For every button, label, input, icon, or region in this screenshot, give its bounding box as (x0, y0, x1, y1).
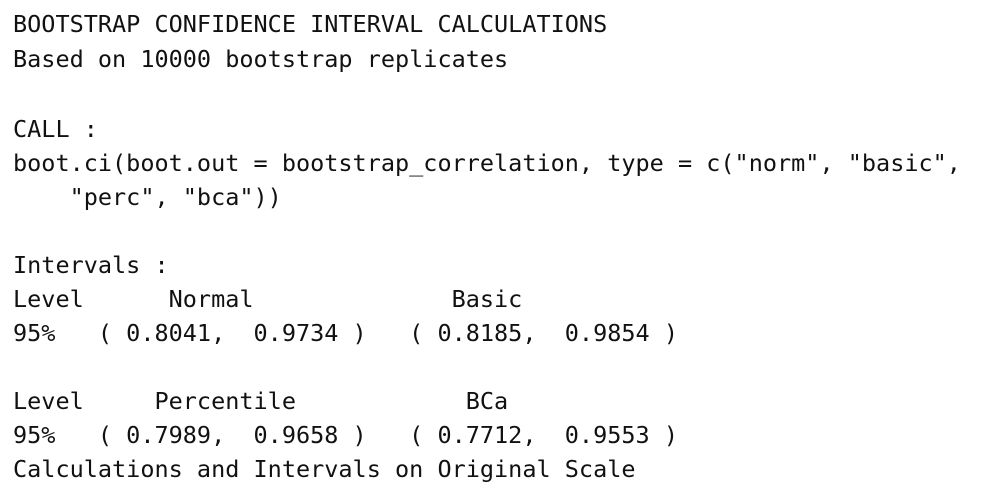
intervals-label: Intervals : (13, 251, 169, 279)
intervals-header-normal-basic: Level Normal Basic (13, 285, 523, 313)
call-code-line-2: "perc", "bca")) (13, 183, 282, 211)
call-label: CALL : (13, 115, 98, 143)
intervals-row-normal-basic: 95% ( 0.8041, 0.9734 ) ( 0.8185, 0.9854 … (13, 319, 678, 347)
output-footer: Calculations and Intervals on Original S… (13, 455, 636, 483)
intervals-row-percentile-bca: 95% ( 0.7989, 0.9658 ) ( 0.7712, 0.9553 … (13, 421, 678, 449)
output-replicates-line: Based on 10000 bootstrap replicates (13, 45, 509, 73)
intervals-header-percentile-bca: Level Percentile BCa (13, 387, 509, 415)
output-title: BOOTSTRAP CONFIDENCE INTERVAL CALCULATIO… (13, 10, 608, 38)
call-code-line-1: boot.ci(boot.out = bootstrap_correlation… (13, 149, 961, 177)
